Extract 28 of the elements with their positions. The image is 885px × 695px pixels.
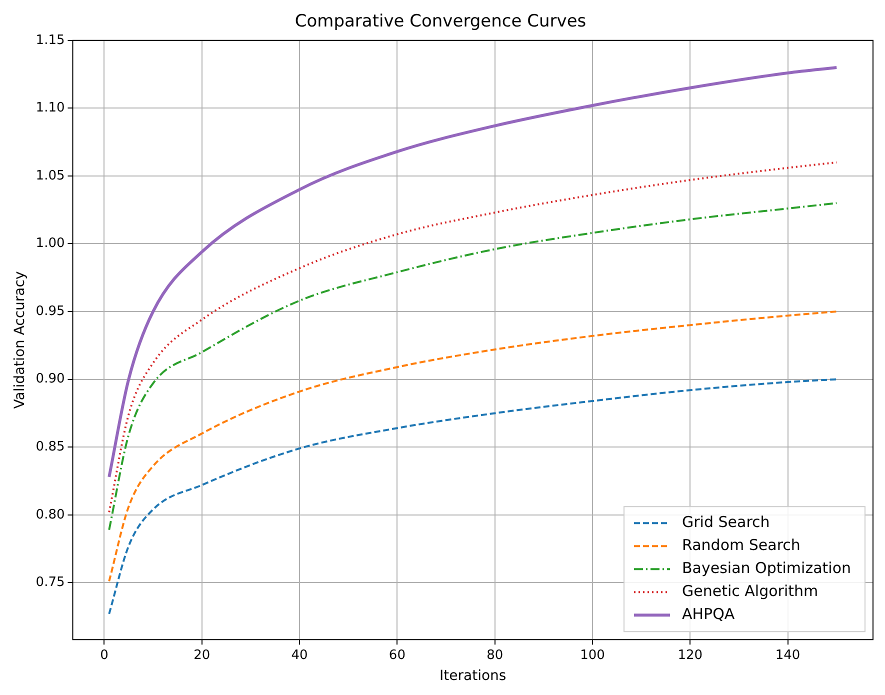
y-tick-label: 1.00	[36, 236, 65, 252]
x-tick-label: 80	[486, 648, 504, 663]
chart-title: Comparative Convergence Curves	[294, 12, 586, 32]
x-tick-label: 60	[388, 648, 406, 663]
y-tick-label: 0.95	[36, 304, 65, 319]
y-tick-label: 0.75	[36, 575, 65, 590]
line-series	[108, 161, 838, 514]
y-tick-label: 1.10	[36, 100, 65, 116]
x-tick-label: 120	[678, 648, 703, 663]
legend-label: Random Search	[682, 536, 800, 554]
line-series	[108, 202, 838, 531]
y-axis-title: Validation Accuracy	[12, 271, 28, 409]
x-tick-label: 140	[775, 648, 800, 663]
legend-label: Grid Search	[682, 512, 770, 531]
x-tick-label: 0	[100, 648, 108, 663]
legend-label: AHPQA	[682, 604, 736, 623]
x-tick-label: 20	[194, 648, 210, 663]
x-axis-title: Iterations	[440, 668, 506, 684]
legend-label: Bayesian Optimization	[682, 558, 852, 577]
line-series	[108, 66, 838, 478]
y-tick-label: 0.90	[36, 372, 65, 387]
y-tick-label: 0.85	[36, 439, 65, 454]
y-tick-label: 1.05	[36, 168, 65, 184]
y-tick-label: 1.15	[36, 32, 65, 48]
legend-label: Genetic Algorithm	[682, 582, 818, 600]
x-tick-label: 40	[291, 648, 308, 663]
x-tick-label: 100	[580, 648, 605, 663]
y-tick-label: 0.80	[36, 507, 65, 522]
